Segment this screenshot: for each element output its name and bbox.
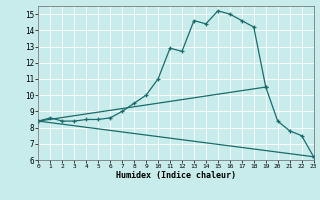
X-axis label: Humidex (Indice chaleur): Humidex (Indice chaleur) bbox=[116, 171, 236, 180]
